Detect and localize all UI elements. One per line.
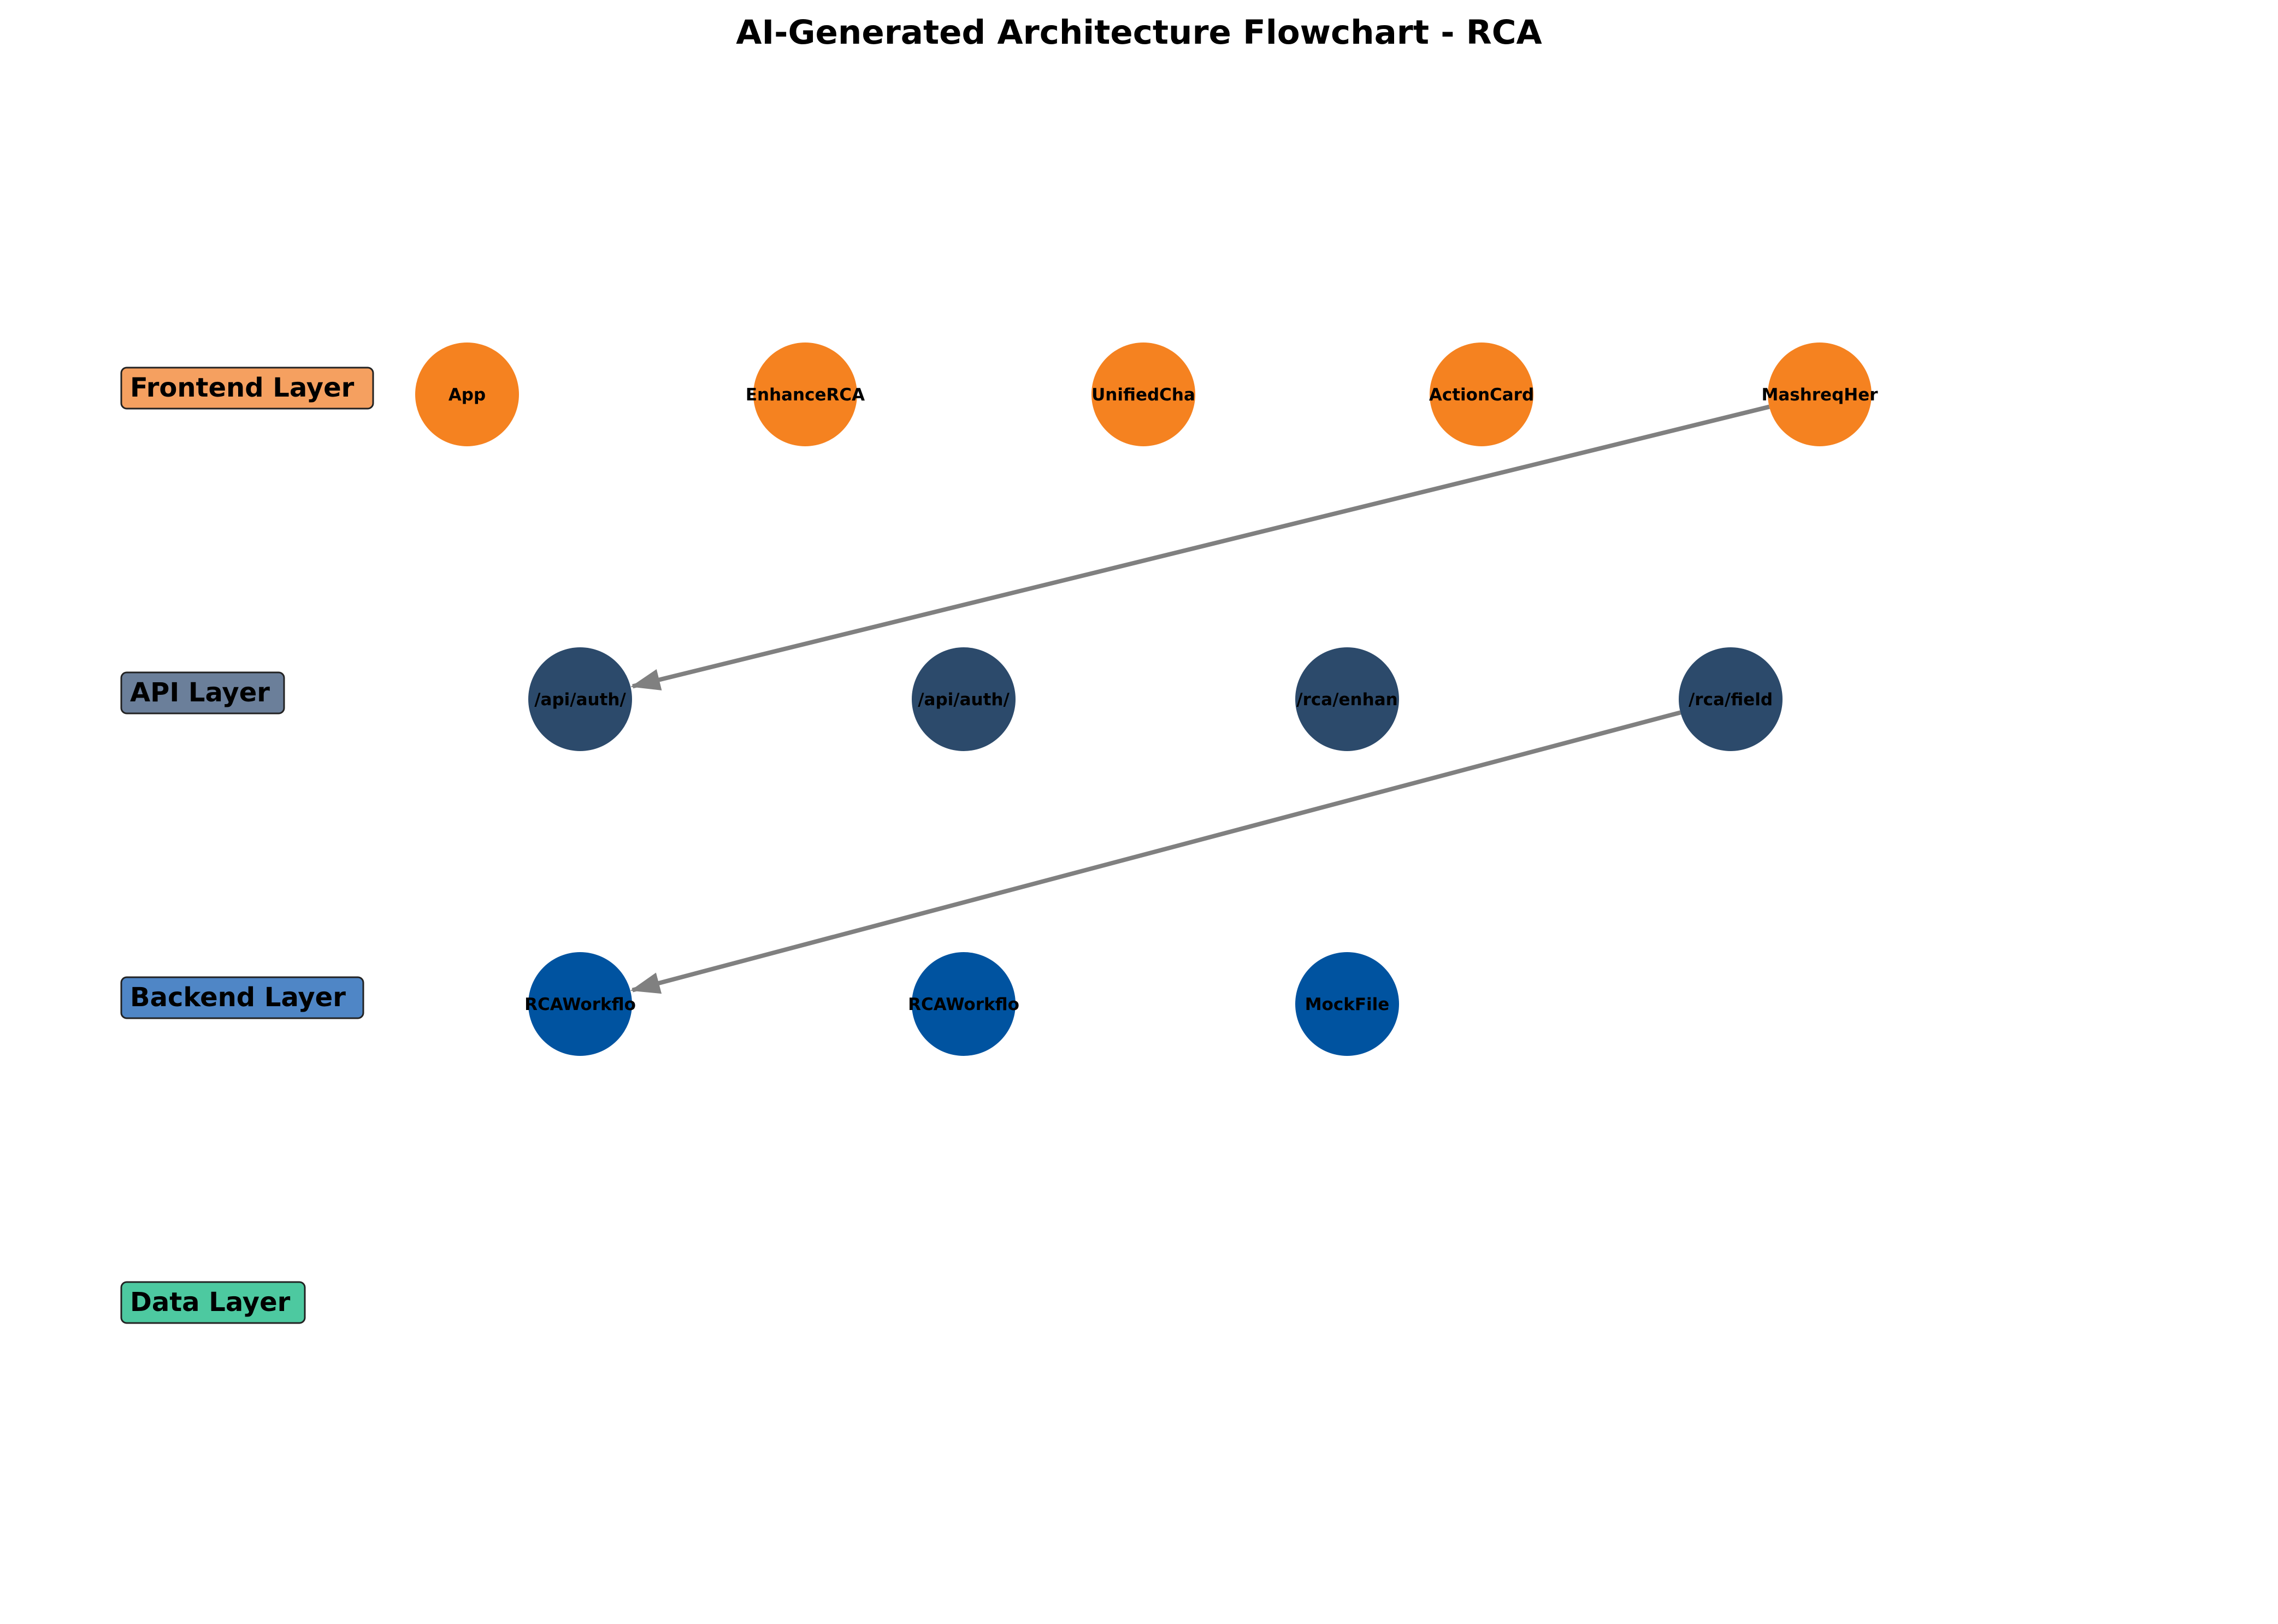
layer-label-text: Frontend Layer xyxy=(130,373,355,403)
node-be2: RCAWorkflo xyxy=(908,952,1019,1056)
node-circle xyxy=(415,342,519,446)
layer-label-box xyxy=(120,1281,306,1324)
node-label: EnhanceRCA xyxy=(746,385,865,405)
layer-label-text: API Layer xyxy=(130,677,270,708)
node-circle xyxy=(528,647,632,751)
layer-label-text: Data Layer xyxy=(130,1287,291,1318)
node-label: RCAWorkflo xyxy=(524,995,636,1014)
layer-label-backend: Backend Layer xyxy=(120,976,364,1019)
node-circle xyxy=(912,647,1016,751)
layer-label-text: Backend Layer xyxy=(130,982,346,1013)
node-circle xyxy=(1679,647,1783,751)
node-api3: /rca/enhan xyxy=(1295,647,1399,751)
edge-arrow-api4-to-be1 xyxy=(630,710,1681,994)
node-label: UnifiedCha xyxy=(1091,385,1195,405)
node-be3: MockFile xyxy=(1295,952,1399,1056)
node-label: /rca/enhan xyxy=(1296,690,1397,710)
node-label: MashreqHer xyxy=(1761,385,1878,405)
node-label: /rca/field xyxy=(1689,690,1773,710)
node-fe3: UnifiedCha xyxy=(1091,342,1195,446)
node-circle xyxy=(912,952,1016,1056)
node-circle xyxy=(1430,342,1533,446)
node-circle xyxy=(1091,342,1195,446)
edges-group xyxy=(630,404,1770,994)
node-label: App xyxy=(448,385,486,405)
node-fe1: App xyxy=(415,342,519,446)
node-circle xyxy=(1295,647,1399,751)
layer-label-box xyxy=(120,976,364,1019)
layer-label-box xyxy=(120,671,285,714)
node-be1: RCAWorkflo xyxy=(524,952,636,1056)
node-api4: /rca/field xyxy=(1679,647,1783,751)
node-label: /api/auth/ xyxy=(534,690,626,710)
node-label: MockFile xyxy=(1305,995,1390,1014)
layer-label-frontend: Frontend Layer xyxy=(120,367,374,410)
node-api1: /api/auth/ xyxy=(528,647,632,751)
node-circle xyxy=(528,952,632,1056)
node-label: /api/auth/ xyxy=(918,690,1010,710)
node-fe4: ActionCard xyxy=(1429,342,1534,446)
node-circle xyxy=(753,342,857,446)
layer-labels-group: Frontend Layer API Layer Backend Layer D… xyxy=(120,367,374,1324)
node-api2: /api/auth/ xyxy=(912,647,1016,751)
layer-label-data: Data Layer xyxy=(120,1281,306,1324)
layer-label-box xyxy=(120,367,374,410)
layer-label-api: API Layer xyxy=(120,671,285,714)
node-circle xyxy=(1768,342,1872,446)
node-label: ActionCard xyxy=(1429,385,1534,405)
node-fe2: EnhanceRCA xyxy=(746,342,865,446)
node-circle xyxy=(1295,952,1399,1056)
node-fe5: MashreqHer xyxy=(1761,342,1878,446)
node-label: RCAWorkflo xyxy=(908,995,1019,1014)
nodes-group: App EnhanceRCA UnifiedCha ActionCard Mashreq… xyxy=(415,342,1878,1056)
diagram-title: AI-Generated Architecture Flowchart - RC… xyxy=(736,13,1542,52)
edge-arrow-fe5-to-api1 xyxy=(630,404,1770,690)
